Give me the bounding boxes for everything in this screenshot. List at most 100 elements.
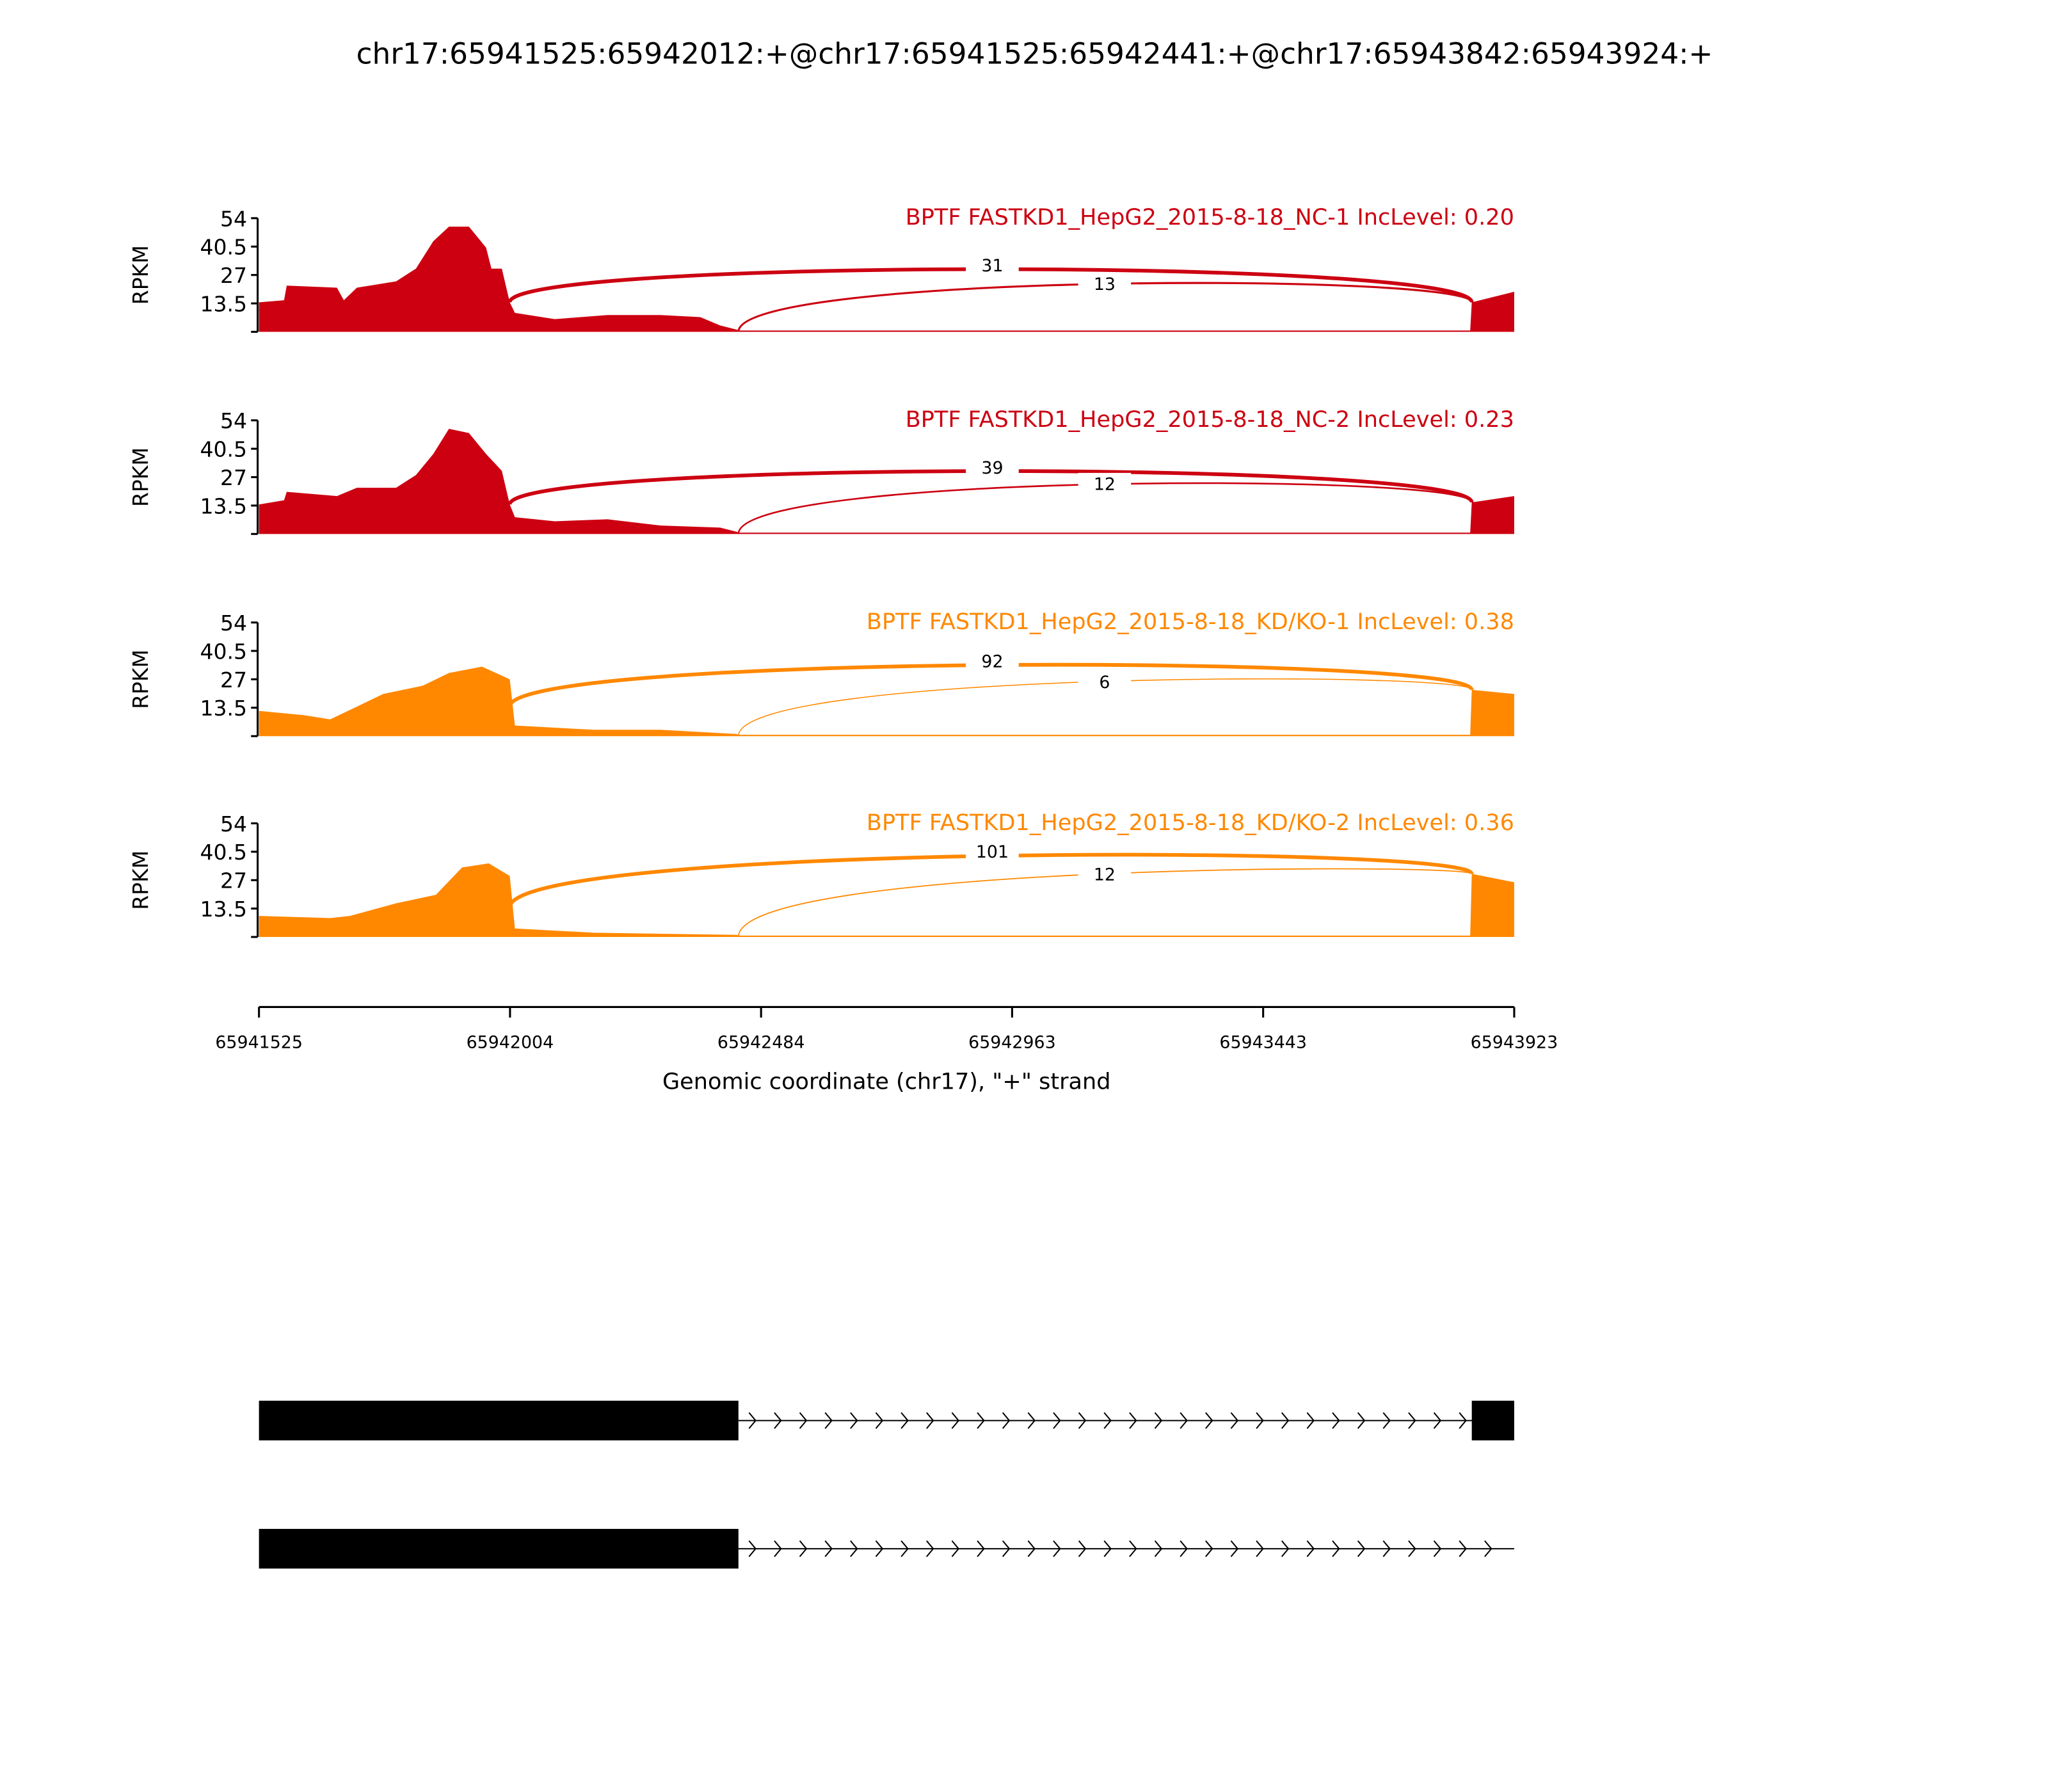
strand-arrow-icon xyxy=(977,1412,985,1429)
y-axis-label: RPKM xyxy=(128,650,153,709)
strand-arrow-icon xyxy=(774,1540,782,1557)
strand-arrow-icon xyxy=(1205,1412,1213,1429)
strand-arrow-icon xyxy=(1433,1412,1442,1429)
gene-models xyxy=(259,1400,1514,1569)
junction-count: 39 xyxy=(981,458,1003,478)
panel-4: 13.5 27 40.5 54 RPKM BPTF FASTKD1_HepG2_2015-… xyxy=(128,810,1514,938)
y-tick-label: 40.5 xyxy=(200,437,248,462)
y-tick-label: 13.5 xyxy=(200,696,248,721)
strand-arrow-icon xyxy=(1230,1412,1239,1429)
strand-arrow-icon xyxy=(1180,1540,1188,1557)
strand-arrow-icon xyxy=(850,1412,858,1429)
strand-arrow-icon xyxy=(1053,1540,1061,1557)
strand-arrow-icon xyxy=(1382,1412,1391,1429)
x-tick-label: 65942004 xyxy=(467,1032,554,1052)
exon xyxy=(1471,1400,1514,1441)
junction-label-bg xyxy=(966,650,1019,671)
strand-arrow-icon xyxy=(1256,1412,1264,1429)
strand-arrow-icon xyxy=(1103,1540,1112,1557)
coverage-area xyxy=(259,227,1514,332)
junction-label-bg xyxy=(1078,671,1132,692)
x-tick-label: 65943443 xyxy=(1219,1032,1307,1052)
exon xyxy=(259,1528,739,1569)
junction-count: 101 xyxy=(976,842,1009,862)
panel-title: BPTF FASTKD1_HepG2_2015-8-18_NC-2 IncLev… xyxy=(906,406,1514,433)
junction-count: 12 xyxy=(1094,865,1116,885)
strand-arrow-icon xyxy=(1053,1412,1061,1429)
panel-3: 13.5 27 40.5 54 RPKM BPTF FASTKD1_HepG2_2015-… xyxy=(128,609,1514,737)
y-tick-label: 13.5 xyxy=(200,897,248,922)
strand-arrow-icon xyxy=(1306,1540,1315,1557)
strand-arrow-icon xyxy=(1408,1540,1416,1557)
strand-arrow-icon xyxy=(951,1540,960,1557)
y-tick-label: 27 xyxy=(220,465,247,490)
junction-label-bg xyxy=(1078,472,1132,494)
y-tick-label: 54 xyxy=(220,408,247,433)
strand-arrow-icon xyxy=(1459,1412,1467,1429)
strand-arrow-icon xyxy=(1357,1540,1366,1557)
strand-arrow-icon xyxy=(1002,1540,1011,1557)
junction-label-bg xyxy=(1078,863,1132,884)
strand-arrow-icon xyxy=(900,1540,909,1557)
strand-arrow-icon xyxy=(824,1412,833,1429)
strand-arrow-icon xyxy=(926,1412,934,1429)
strand-arrow-icon xyxy=(1357,1412,1366,1429)
strand-arrow-icon xyxy=(1180,1412,1188,1429)
junction-label-bg xyxy=(966,456,1019,478)
strand-arrow-icon xyxy=(824,1540,833,1557)
strand-arrow-icon xyxy=(1332,1412,1340,1429)
strand-arrow-icon xyxy=(926,1540,934,1557)
y-tick-label: 54 xyxy=(220,812,247,836)
strand-arrow-icon xyxy=(875,1412,884,1429)
strand-arrow-icon xyxy=(850,1540,858,1557)
panel-2: 13.5 27 40.5 54 RPKM BPTF FASTKD1_HepG2_2015-… xyxy=(128,406,1514,535)
strand-arrow-icon xyxy=(1078,1540,1087,1557)
strand-arrow-icon xyxy=(1281,1412,1290,1429)
junction-count: 12 xyxy=(1094,475,1116,495)
strand-arrow-icon xyxy=(1230,1540,1239,1557)
junction-count: 13 xyxy=(1094,275,1116,294)
strand-arrow-icon xyxy=(1027,1540,1036,1557)
strand-arrow-icon xyxy=(1027,1412,1036,1429)
y-tick-label: 27 xyxy=(220,263,247,288)
panel-1: 13.5 27 40.5 54 RPKM BPTF FASTKD1_HepG2_2015-… xyxy=(128,204,1514,333)
strand-arrow-icon xyxy=(977,1540,985,1557)
panel-title: BPTF FASTKD1_HepG2_2015-8-18_KD/KO-1 Inc… xyxy=(867,609,1514,635)
strand-arrow-icon xyxy=(1205,1540,1213,1557)
coverage-area xyxy=(259,863,1514,937)
figure-title: chr17:65941525:65942012:+@chr17:65941525… xyxy=(356,36,1713,70)
y-tick-label: 27 xyxy=(220,868,247,893)
junction-count: 92 xyxy=(981,652,1003,672)
strand-arrow-icon xyxy=(1129,1540,1137,1557)
strand-arrow-icon xyxy=(1103,1412,1112,1429)
coverage-area xyxy=(259,428,1514,534)
x-tick-label: 65942484 xyxy=(717,1032,805,1052)
x-tick-label: 65941525 xyxy=(215,1032,303,1052)
strand-arrow-icon xyxy=(748,1540,757,1557)
strand-arrow-icon xyxy=(1459,1540,1467,1557)
strand-arrow-icon xyxy=(1129,1412,1137,1429)
strand-arrow-icon xyxy=(1306,1412,1315,1429)
x-tick-label: 65942963 xyxy=(968,1032,1056,1052)
transcript-1 xyxy=(259,1400,1514,1441)
panel-title: BPTF FASTKD1_HepG2_2015-8-18_KD/KO-2 Inc… xyxy=(867,810,1514,836)
strand-arrow-icon xyxy=(951,1412,960,1429)
x-axis-label: Genomic coordinate (chr17), "+" strand xyxy=(662,1068,1111,1094)
y-axis-label: RPKM xyxy=(128,447,153,507)
junction-label-bg xyxy=(966,254,1019,276)
strand-arrow-icon xyxy=(1484,1540,1492,1557)
panel-title: BPTF FASTKD1_HepG2_2015-8-18_NC-1 IncLev… xyxy=(906,204,1514,230)
strand-arrow-icon xyxy=(875,1540,884,1557)
strand-arrow-icon xyxy=(748,1412,757,1429)
junction-label-bg xyxy=(966,840,1019,862)
strand-arrow-icon xyxy=(1002,1412,1011,1429)
y-tick-label: 13.5 xyxy=(200,493,248,518)
strand-arrow-icon xyxy=(900,1412,909,1429)
strand-arrow-icon xyxy=(774,1412,782,1429)
strand-arrow-icon xyxy=(1154,1540,1163,1557)
transcript-2 xyxy=(259,1528,1514,1569)
coverage-area xyxy=(259,666,1514,737)
y-tick-label: 54 xyxy=(220,206,247,231)
y-axis-label: RPKM xyxy=(128,245,153,305)
